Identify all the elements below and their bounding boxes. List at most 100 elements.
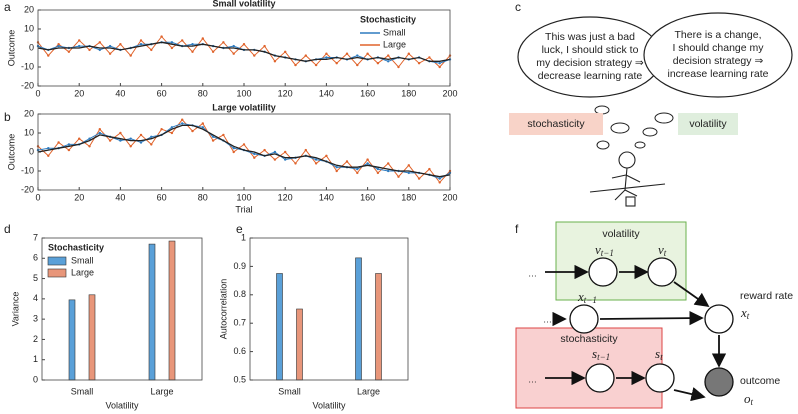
point: [98, 131, 102, 135]
x-tick-label: 200: [442, 192, 457, 202]
point: [181, 118, 184, 121]
plot-frame: [37, 113, 451, 191]
group-box: [515, 327, 663, 409]
x-tick-label: 0: [35, 192, 40, 202]
point: [150, 48, 153, 52]
bubble: [654, 112, 674, 124]
point: [263, 148, 266, 152]
x-tick-label: 20: [74, 88, 84, 98]
point: [57, 43, 60, 46]
point: [438, 181, 441, 184]
point: [47, 147, 50, 150]
point: [88, 48, 91, 52]
point: [325, 56, 328, 59]
ellipsis: …: [528, 268, 537, 278]
bubble: [634, 141, 646, 149]
bar: [148, 243, 156, 381]
y-tick-label: 20: [24, 108, 34, 118]
y-tick-label: 10: [24, 127, 34, 137]
bar: [68, 299, 76, 381]
point: [294, 162, 297, 165]
y-tick-label: 6: [33, 253, 38, 263]
point: [438, 65, 441, 69]
legend-title: Stochasticity: [360, 14, 416, 24]
node: [588, 257, 618, 287]
point: [407, 164, 410, 167]
point: [325, 52, 328, 55]
node-sub: t: [751, 397, 754, 407]
point: [222, 41, 225, 44]
point: [160, 35, 163, 38]
node-sub: t: [747, 311, 750, 321]
point: [284, 158, 287, 161]
legend-swatch: [47, 268, 67, 278]
point: [325, 154, 328, 157]
point: [47, 54, 50, 57]
node-sub: t−1: [584, 295, 597, 305]
y-tick-label: 4: [33, 293, 38, 303]
thought-bubble: [643, 12, 793, 98]
node-label: o: [744, 391, 751, 406]
y-tick-label: 1: [241, 232, 246, 242]
point: [170, 41, 174, 44]
y-tick-label: -10: [21, 61, 34, 71]
point: [284, 150, 287, 154]
point: [376, 62, 380, 65]
node-label: v: [595, 242, 601, 257]
thought-text: decrease learning rate: [538, 70, 643, 82]
point: [387, 169, 390, 173]
bar: [375, 273, 382, 381]
point: [242, 43, 246, 46]
point: [397, 175, 400, 178]
node-caption: reward rate: [740, 290, 793, 302]
point: [139, 141, 143, 144]
node: [704, 304, 734, 334]
node-sub: t−1: [601, 248, 614, 258]
point: [119, 139, 122, 142]
point: [150, 135, 153, 138]
point: [139, 39, 143, 42]
bar: [355, 257, 362, 381]
bubble: [596, 140, 610, 150]
y-tick-label: 0.9: [233, 261, 246, 271]
point: [345, 160, 349, 163]
point: [345, 52, 349, 55]
point: [232, 44, 235, 48]
point: [253, 54, 256, 57]
point: [263, 44, 266, 48]
point: [356, 54, 359, 57]
label: stochasticity: [527, 118, 585, 130]
x-tick-label: 60: [157, 192, 167, 202]
point: [170, 131, 174, 135]
point: [160, 128, 163, 131]
x-tick-label: 160: [360, 88, 375, 98]
point: [108, 44, 112, 48]
ellipsis: …: [528, 374, 537, 384]
point: [438, 62, 441, 65]
point: [191, 129, 194, 133]
y-tick-label: 10: [24, 23, 34, 33]
node: [569, 304, 599, 334]
point: [232, 150, 235, 154]
label: volatility: [689, 118, 727, 130]
y-tick-label: 1: [33, 354, 38, 364]
plot-frame: [37, 9, 451, 87]
x-tick-label: 60: [157, 88, 167, 98]
x-tick-label: 40: [115, 88, 125, 98]
point: [397, 65, 400, 69]
point: [67, 143, 71, 146]
legend-label: Small: [383, 27, 406, 37]
point: [108, 52, 112, 55]
legend-label: Large: [71, 267, 94, 277]
point: [57, 44, 60, 48]
chart: Autocorrelation 0.5 0.6 0.7 0.8 0.9 1 Small Larg…: [218, 232, 409, 410]
y-tick-label: 0.6: [233, 346, 246, 356]
legend-title: Stochasticity: [48, 242, 104, 252]
x-tick-label: 140: [319, 192, 334, 202]
point: [222, 133, 225, 137]
point: [232, 52, 235, 55]
point: [273, 158, 277, 161]
point: [356, 63, 359, 67]
node: [645, 363, 675, 393]
y-tick-label: -10: [21, 165, 34, 175]
